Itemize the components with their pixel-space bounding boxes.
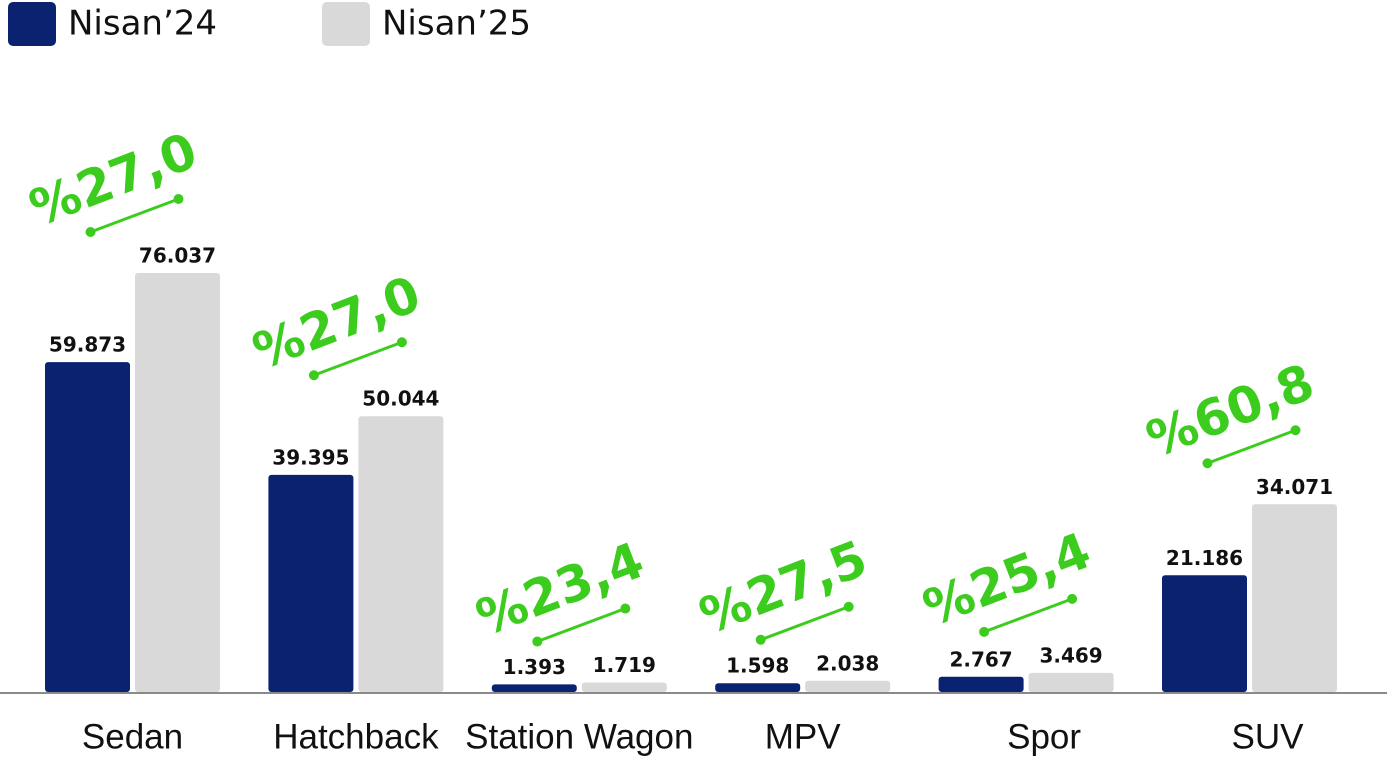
- annotation-line: [1206, 428, 1297, 465]
- annotation-line: [983, 597, 1073, 634]
- legend-swatch: [8, 2, 56, 46]
- x-tick-label: Station Wagon: [465, 717, 693, 756]
- value-label: 2.767: [949, 647, 1012, 671]
- bar: [805, 680, 891, 692]
- change-annotation: %60,8: [1139, 353, 1322, 469]
- annotation-text: %27,0: [245, 265, 428, 381]
- value-label: 1.393: [503, 655, 566, 679]
- change-annotation: %25,4: [915, 521, 1098, 637]
- bar: [135, 273, 220, 692]
- x-tick-label: Spor: [1007, 717, 1081, 756]
- value-label: 1.719: [593, 653, 656, 677]
- x-tick-label: Sedan: [82, 717, 183, 756]
- annotation-text: %27,5: [692, 529, 875, 645]
- legend-label: Nisan’24: [68, 4, 217, 44]
- value-label: 39.395: [272, 445, 349, 469]
- annotation-text: %60,8: [1139, 353, 1322, 469]
- bar: [268, 474, 354, 692]
- value-label: 76.037: [139, 244, 216, 268]
- annotation-dot: [85, 227, 96, 237]
- bar: [45, 362, 130, 692]
- annotation-dot: [1290, 425, 1301, 436]
- annotation-text: %25,4: [915, 521, 1098, 637]
- annotation-dot: [620, 603, 631, 614]
- annotation-dot: [396, 337, 407, 348]
- change-annotation: %23,4: [469, 531, 652, 647]
- annotation-line: [313, 340, 403, 377]
- value-label: 3.469: [1039, 643, 1102, 667]
- annotation-dot: [979, 626, 990, 637]
- annotation-line: [536, 607, 626, 643]
- value-label: 59.873: [49, 333, 126, 357]
- annotation-line: [760, 605, 850, 642]
- bar: [1028, 672, 1114, 692]
- value-label: 34.071: [1256, 475, 1333, 499]
- bar: [1252, 504, 1337, 692]
- x-tick-label: MPV: [765, 717, 842, 756]
- change-annotation: %27,5: [692, 529, 875, 645]
- bar: [1162, 575, 1247, 692]
- annotation-dot: [1067, 593, 1078, 604]
- value-label: 1.598: [726, 654, 789, 678]
- bar: [938, 676, 1024, 692]
- x-tick-label: Hatchback: [273, 717, 439, 756]
- annotation-dot: [755, 634, 766, 645]
- value-label: 50.044: [362, 387, 439, 411]
- annotation-line: [89, 197, 180, 234]
- legend-swatch: [322, 2, 370, 46]
- bar: [581, 682, 667, 692]
- annotation-dot: [308, 370, 319, 381]
- value-label: 2.038: [816, 651, 879, 675]
- change-annotation: %27,0: [245, 265, 428, 381]
- annotation-text: %27,0: [22, 122, 205, 238]
- bar: [491, 684, 577, 692]
- annotation-text: %23,4: [469, 531, 652, 647]
- x-tick-label: SUV: [1232, 717, 1305, 756]
- annotation-dot: [1202, 458, 1213, 469]
- annotation-dot: [173, 194, 184, 204]
- legend-label: Nisan’25: [382, 4, 531, 44]
- annotation-dot: [843, 601, 854, 612]
- value-label: 21.186: [1166, 546, 1243, 570]
- annotation-dot: [532, 636, 543, 647]
- bar: [358, 416, 444, 692]
- bar: [715, 683, 801, 692]
- change-annotation: %27,0: [22, 122, 205, 238]
